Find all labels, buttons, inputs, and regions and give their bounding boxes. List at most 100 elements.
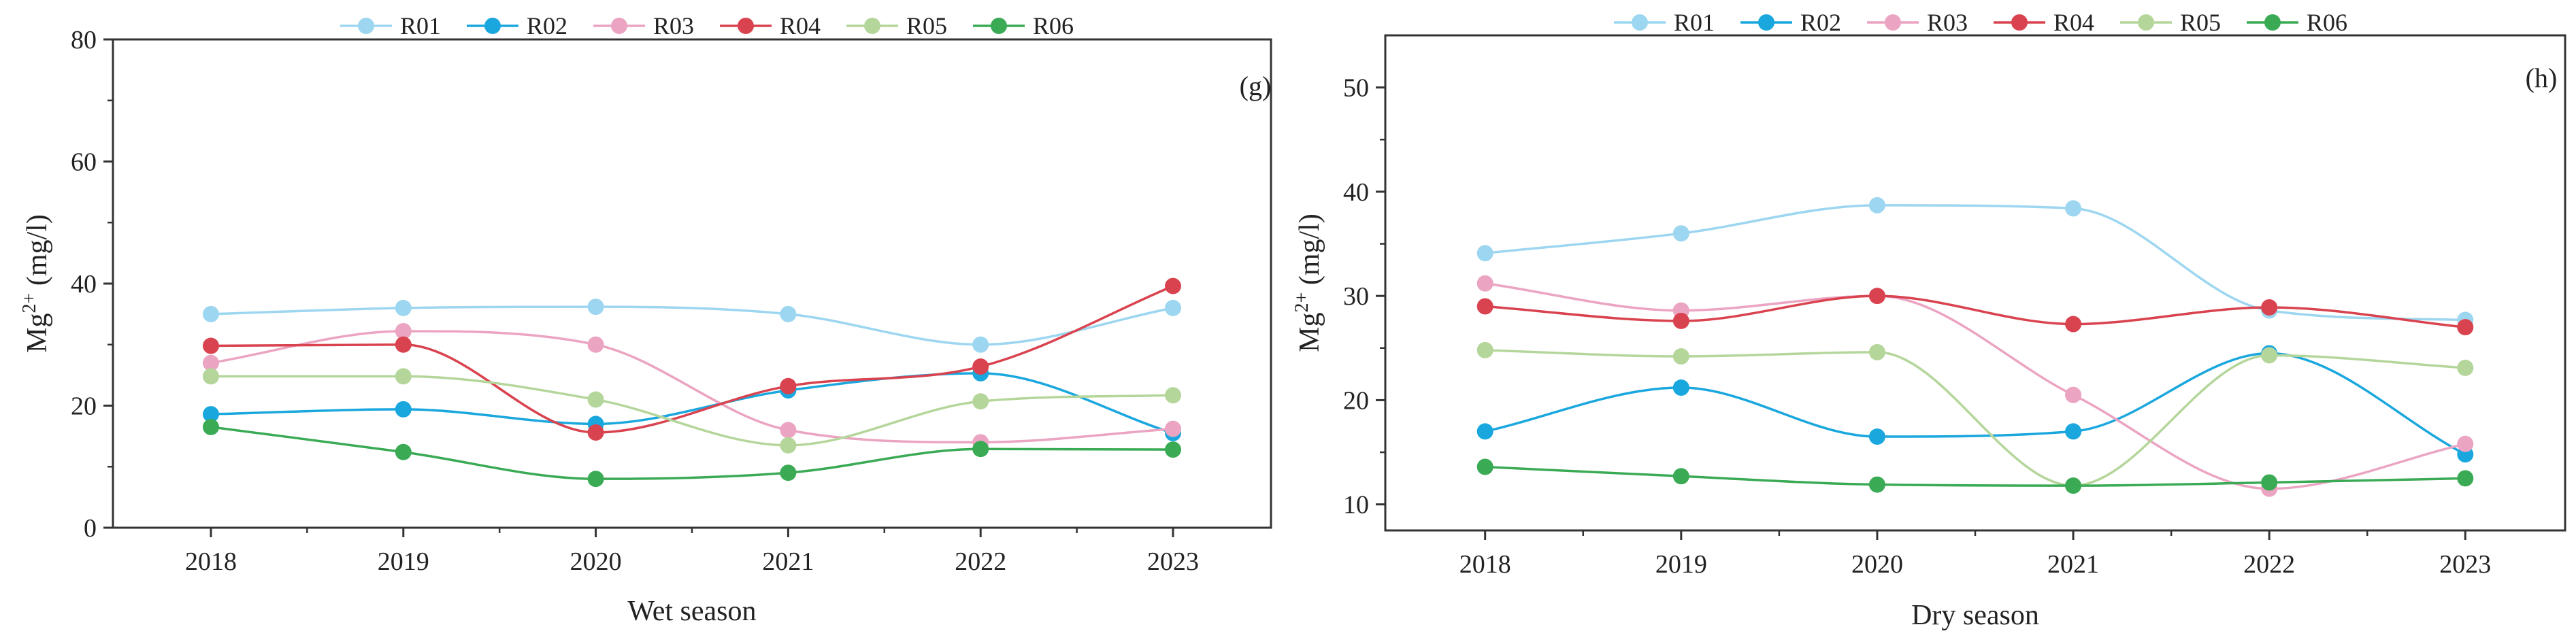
panel-label: (g) <box>1240 71 1272 101</box>
data-point <box>1476 275 1493 292</box>
series-line <box>1485 352 2466 456</box>
data-point <box>2261 299 2278 316</box>
data-point <box>972 358 989 375</box>
legend-marker <box>2264 14 2281 31</box>
x-tick-label: 2020 <box>570 547 622 576</box>
data-point <box>1868 428 1885 445</box>
panel-label: (h) <box>2526 63 2558 93</box>
legend-label: R03 <box>653 12 694 39</box>
legend: R01 R02 R03 R04 R05 R06 <box>1614 9 2347 36</box>
y-axis-label-base: Mg <box>22 313 53 352</box>
data-point <box>2065 316 2082 333</box>
data-point <box>972 336 989 353</box>
legend-label: R04 <box>2053 9 2094 36</box>
legend-label: R02 <box>527 12 567 39</box>
data-point <box>587 424 604 441</box>
data-point <box>395 401 412 418</box>
y-tick-label: 30 <box>1343 282 1369 311</box>
x-tick-label: 2021 <box>2047 550 2099 579</box>
plot-frame <box>112 38 1272 529</box>
data-point <box>2261 347 2278 364</box>
y-axis-label-base: Mg <box>1294 312 1325 352</box>
data-point <box>395 323 412 340</box>
data-point <box>780 437 797 454</box>
legend-label: R05 <box>2180 9 2221 36</box>
data-point <box>1476 458 1493 475</box>
data-point <box>202 305 219 322</box>
data-point <box>2457 435 2474 452</box>
x-tick-label: 2021 <box>762 547 814 576</box>
y-axis-label-unit: (mg/l) <box>1294 214 1325 292</box>
legend-label: R03 <box>1927 9 1968 36</box>
series-line <box>210 305 1174 346</box>
data-point <box>395 336 412 353</box>
x-axis-label: Wet season <box>627 596 756 627</box>
x-tick-label: 2022 <box>955 547 1006 576</box>
legend-marker <box>358 18 374 34</box>
data-point <box>780 305 797 322</box>
legend-label: R06 <box>2307 9 2347 36</box>
y-axis-label: Mg2+ (mg/l) <box>1291 214 1325 352</box>
data-point <box>2457 470 2474 487</box>
y-tick-label: 80 <box>71 26 97 54</box>
legend-label: R01 <box>1674 9 1715 36</box>
data-point <box>1868 197 1885 214</box>
legend-marker <box>1885 14 1901 31</box>
y-axis-label-superscript: 2+ <box>1291 292 1312 313</box>
series-line <box>1485 349 2466 487</box>
legend-label: R06 <box>1033 12 1074 39</box>
x-tick-label: 2019 <box>1655 550 1707 579</box>
series-line <box>1485 294 2466 328</box>
data-point <box>780 464 797 481</box>
legend-marker <box>484 18 501 34</box>
data-point <box>202 418 219 435</box>
dry-season-panel: 2018 2019 2020 2021 2022 2023 10 20 30 40 50 Dry se… <box>1291 9 2566 631</box>
data-point <box>1476 245 1493 262</box>
y-tick-label: 0 <box>84 514 97 543</box>
series-line <box>210 284 1174 434</box>
data-point <box>1165 420 1182 437</box>
data-point <box>1165 441 1182 458</box>
data-point <box>1476 341 1493 358</box>
y-axis-label: Mg2+ (mg/l) <box>19 214 53 353</box>
data-point <box>1476 423 1493 440</box>
data-point <box>1672 225 1689 242</box>
data-point <box>1165 277 1182 294</box>
plot-frame <box>1384 34 2566 532</box>
data-point <box>202 337 219 354</box>
data-point <box>1165 299 1182 316</box>
x-tick-label: 2018 <box>1459 550 1511 579</box>
series-r05 <box>202 368 1182 454</box>
data-point <box>587 471 604 488</box>
y-axis-label-superscript: 2+ <box>19 293 40 313</box>
data-point <box>1672 312 1689 329</box>
data-point <box>2065 386 2082 403</box>
data-point <box>1672 348 1689 365</box>
series-r06 <box>202 418 1182 488</box>
legend-label: R04 <box>780 12 821 39</box>
data-point <box>587 336 604 353</box>
data-point <box>395 299 412 316</box>
series-r05 <box>1476 341 2474 494</box>
legend-label: R02 <box>1800 9 1841 36</box>
legend-marker <box>611 18 627 34</box>
y-tick-label: 40 <box>71 270 97 299</box>
legend-label: R05 <box>906 12 947 39</box>
x-tick-label: 2019 <box>378 547 429 576</box>
series-line <box>1485 465 2466 487</box>
series-r01 <box>202 299 1182 353</box>
legend-marker <box>1758 14 1774 31</box>
series-line <box>1485 204 2466 322</box>
data-point <box>780 377 797 394</box>
data-point <box>1868 476 1885 493</box>
y-tick-label: 10 <box>1343 491 1369 520</box>
wet-season-panel: 2018 2019 2020 2021 2022 2023 0 20 40 60 80 Wet sea… <box>19 12 1272 627</box>
series-line <box>210 426 1174 480</box>
data-point <box>395 443 412 460</box>
y-tick-label: 40 <box>1343 178 1369 207</box>
data-point <box>202 368 219 385</box>
series-line <box>210 372 1174 435</box>
series-line <box>1485 282 2466 490</box>
data-point <box>587 391 604 408</box>
data-point <box>972 441 989 458</box>
